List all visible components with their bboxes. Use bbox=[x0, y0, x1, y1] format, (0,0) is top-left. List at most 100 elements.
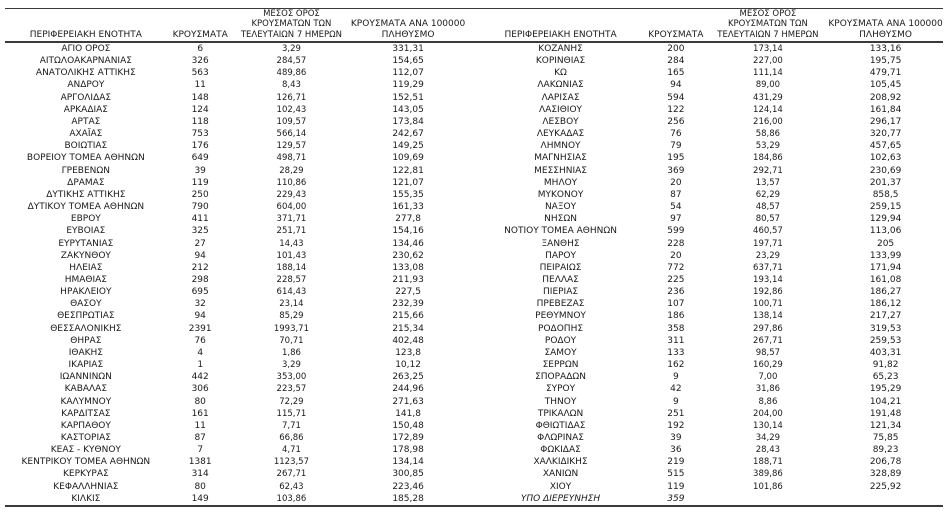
table-row: ΦΩΚΙΔΑΣ 36 28,43 89,23 bbox=[479, 444, 945, 456]
table-left-half: ΠΕΡΙΦΕΡΕΙΑΚΗ ΕΝΟΤΗΤΑ ΚΡΟΥΣΜΑΤΑ ΜΕΣΟΣ ΟΡΟ… bbox=[5, 9, 467, 505]
cases-cell: 4 bbox=[197, 347, 204, 358]
table-row: ΗΜΑΘΙΑΣ 298 228,57 211,93 bbox=[5, 274, 467, 286]
table-row: ΚΙΛΚΙΣ 149 103,86 185,28 bbox=[5, 493, 467, 505]
per100k-cell: 91,82 bbox=[872, 360, 899, 371]
avg7-cell: 62,29 bbox=[755, 189, 781, 200]
region-cell: ΖΑΚΥΝΘΟΥ bbox=[60, 250, 111, 261]
table-row: ΠΑΡΟΥ 20 23,29 133,99 bbox=[479, 250, 945, 262]
avg7-cell: 23,14 bbox=[279, 299, 304, 310]
avg7-cell: 228,57 bbox=[276, 274, 307, 285]
cases-cell: 314 bbox=[191, 469, 209, 480]
avg7-cell: 292,71 bbox=[753, 165, 783, 176]
region-cell: ΗΜΑΘΙΑΣ bbox=[64, 274, 107, 285]
region-cell: ΚΙΛΚΙΣ bbox=[71, 493, 101, 504]
cases-cell: 39 bbox=[670, 433, 682, 443]
avg7-cell: 251,71 bbox=[276, 226, 307, 237]
table-row: ΙΩΑΝΝΙΝΩΝ 442 353,00 263,25 bbox=[5, 371, 467, 383]
region-cell: ΡΟΔΟΠΗΣ bbox=[538, 323, 584, 334]
column-header-label: ΜΕΣΟΣ ΟΡΟΣ bbox=[739, 8, 797, 19]
table-row: ΑΓΙΟ ΟΡΟΣ 6 3,29 331,31 bbox=[5, 43, 467, 55]
column-header-region: ΠΕΡΙΦΕΡΕΙΑΚΗ ΕΝΟΤΗΤΑ bbox=[5, 30, 167, 42]
cases-cell: 192 bbox=[667, 420, 685, 431]
region-cell: ΛΑΡΙΣΑΣ bbox=[541, 92, 580, 103]
per100k-cell: 215,66 bbox=[392, 311, 424, 322]
avg7-cell: 102,43 bbox=[276, 104, 307, 115]
cases-cell: 27 bbox=[194, 238, 206, 249]
avg7-cell: 227,00 bbox=[753, 56, 783, 67]
top-rule bbox=[5, 8, 943, 9]
per100k-cell: 133,99 bbox=[869, 250, 902, 261]
cases-cell: 2391 bbox=[188, 323, 212, 334]
region-cell: ΔΥΤΙΚΟΥ ΤΟΜΕΑ ΑΘΗΝΩΝ bbox=[27, 202, 145, 213]
avg7-cell: 100,71 bbox=[753, 299, 783, 310]
region-cell: ΛΑΣΙΘΙΟΥ bbox=[539, 104, 583, 115]
region-cell: ΜΥΚΟΝΟΥ bbox=[537, 189, 584, 200]
avg7-cell: 3,29 bbox=[281, 44, 301, 54]
column-header-per100k: ΚΡΟΥΣΜΑΤΑ ΑΝΑ 100000 ΠΛΗΘΥΣΜΟ bbox=[826, 19, 945, 41]
table-row: ΚΕΝΤΡΙΚΟΥ ΤΟΜΕΑ ΑΘΗΝΩΝ 1381 1123,57 134,14 bbox=[5, 456, 467, 468]
avg7-cell: 431,29 bbox=[753, 92, 783, 103]
cases-cell: 80 bbox=[194, 481, 206, 492]
table-row: ΛΗΜΝΟΥ 79 53,29 457,65 bbox=[479, 140, 945, 152]
per100k-cell: 161,33 bbox=[392, 202, 424, 213]
table-row: ΧΑΝΙΩΝ 515 389,86 328,89 bbox=[479, 468, 945, 480]
cases-cell: 369 bbox=[667, 165, 685, 176]
table-row: ΗΛΕΙΑΣ 212 188,14 133,08 bbox=[5, 262, 467, 274]
per100k-cell: 121,07 bbox=[392, 177, 424, 188]
table-row: ΦΘΙΩΤΙΔΑΣ 192 130,14 121,34 bbox=[479, 420, 945, 432]
table-row: ΚΑΛΥΜΝΟΥ 80 72,29 271,63 bbox=[5, 396, 467, 408]
avg7-cell: 8,86 bbox=[758, 396, 778, 407]
cases-cell: 107 bbox=[667, 299, 685, 310]
per100k-cell: 227,5 bbox=[395, 287, 421, 298]
region-cell: ΛΗΜΝΟΥ bbox=[540, 141, 581, 152]
column-header-region: ΠΕΡΙΦΕΡΕΙΑΚΗ ΕΝΟΤΗΤΑ bbox=[479, 30, 642, 42]
cases-cell: 298 bbox=[191, 274, 209, 285]
table-row: ΒΟΙΩΤΙΑΣ 176 129,57 149,25 bbox=[5, 140, 467, 152]
column-header-avg7: ΜΕΣΟΣ ΟΡΟΣ ΚΡΟΥΣΜΑΤΩΝ ΤΩΝ ΤΕΛΕΥΤΑΙΩΝ 7 Η… bbox=[234, 9, 350, 42]
avg7-cell: 7,00 bbox=[758, 372, 778, 383]
region-cell: ΚΟΡΙΝΘΙΑΣ bbox=[535, 56, 586, 67]
per100k-cell: 328,89 bbox=[869, 469, 902, 480]
cases-cell: 54 bbox=[670, 202, 682, 213]
region-cell: ΝΟΤΙΟΥ ΤΟΜΕΑ ΑΘΗΝΩΝ bbox=[504, 226, 617, 237]
region-cell: ΧΑΛΚΙΔΙΚΗΣ bbox=[533, 457, 588, 468]
table-row: ΛΑΡΙΣΑΣ 594 431,29 208,92 bbox=[479, 92, 945, 104]
region-cell: ΛΑΚΩΝΙΑΣ bbox=[537, 80, 584, 91]
per100k-cell: 109,69 bbox=[392, 153, 424, 164]
avg7-cell: 637,71 bbox=[753, 262, 783, 273]
per100k-cell: 173,84 bbox=[392, 116, 424, 127]
per100k-cell: 149,25 bbox=[392, 141, 424, 152]
per100k-cell: 191,48 bbox=[869, 408, 902, 419]
column-header-label: ΠΛΗΘΥΣΜΟ bbox=[381, 29, 435, 40]
avg7-cell: 103,86 bbox=[276, 493, 307, 504]
per100k-cell: 121,34 bbox=[869, 420, 902, 431]
column-header-label: ΤΕΛΕΥΤΑΙΩΝ 7 ΗΜΕΡΩΝ bbox=[717, 29, 819, 40]
per100k-cell: 112,07 bbox=[392, 68, 424, 79]
per100k-cell: 232,39 bbox=[392, 299, 424, 310]
region-cell: ΣΕΡΡΩΝ bbox=[542, 360, 579, 371]
avg7-cell: 7,71 bbox=[281, 420, 301, 431]
region-cell: ΓΡΕΒΕΝΩΝ bbox=[61, 165, 111, 176]
table-row: ΑΙΤΩΛΟΑΚΑΡΝΑΝΙΑΣ 326 284,57 154,65 bbox=[5, 55, 467, 67]
table-body: ΑΓΙΟ ΟΡΟΣ 6 3,29 331,31 ΑΙΤΩΛΟΑΚΑΡΝΑΝΙΑΣ 326 2… bbox=[5, 43, 467, 505]
region-cell: ΡΕΘΥΜΝΟΥ bbox=[535, 311, 586, 322]
avg7-cell: 3,29 bbox=[281, 360, 301, 371]
per100k-cell: 215,34 bbox=[392, 323, 424, 334]
table-row: ΞΑΝΘΗΣ 228 197,71 205 bbox=[479, 238, 945, 250]
region-cell: ΚΑΒΑΛΑΣ bbox=[64, 384, 108, 395]
per100k-cell: 105,45 bbox=[869, 80, 902, 91]
region-cell: ΗΡΑΚΛΕΙΟΥ bbox=[60, 287, 112, 298]
cases-cell: 186 bbox=[667, 311, 685, 322]
table-row: ΤΡΙΚΑΛΩΝ 251 204,00 191,48 bbox=[479, 408, 945, 420]
cases-cell: 1 bbox=[197, 360, 204, 371]
table-row: ΛΑΚΩΝΙΑΣ 94 89,00 105,45 bbox=[479, 79, 945, 91]
column-header-label: ΚΡΟΥΣΜΑΤΑ bbox=[172, 29, 228, 40]
avg7-cell: 193,14 bbox=[753, 274, 783, 285]
per100k-cell: 185,28 bbox=[392, 493, 424, 504]
avg7-cell: 109,57 bbox=[276, 116, 307, 127]
table-row: ΗΡΑΚΛΕΙΟΥ 695 614,43 227,5 bbox=[5, 286, 467, 298]
per100k-cell: 858,5 bbox=[872, 189, 899, 200]
region-cell: ΑΡΓΟΛΙΔΑΣ bbox=[60, 92, 112, 103]
table-row: ΤΗΝΟΥ 9 8,86 104,21 bbox=[479, 396, 945, 408]
avg7-cell: 23,29 bbox=[755, 250, 781, 261]
